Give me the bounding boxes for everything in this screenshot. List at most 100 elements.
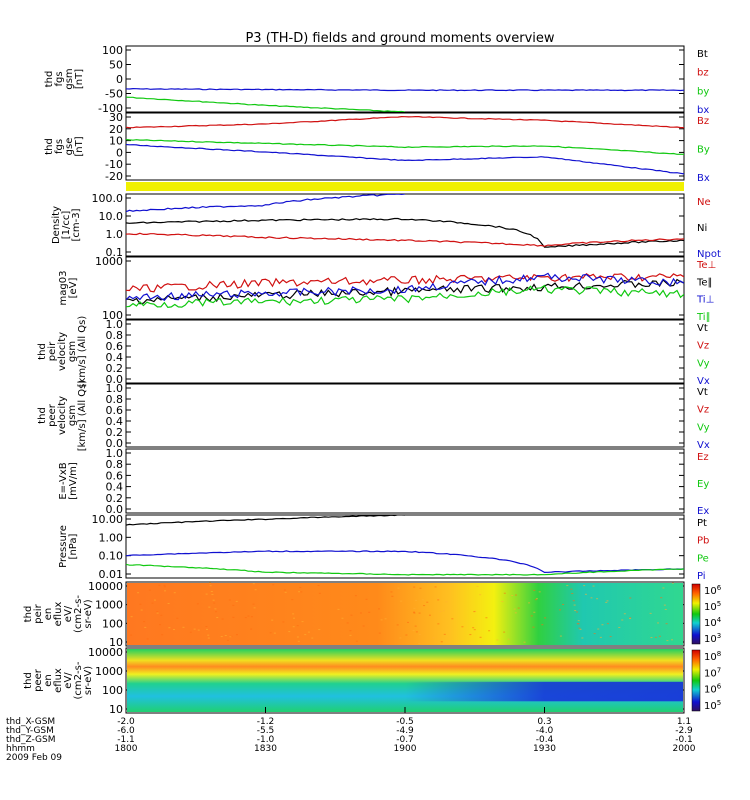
legend-red: Vz — [697, 405, 709, 416]
y-tick-label: 1.0 — [106, 382, 124, 395]
y-axis-label-line: thd — [44, 138, 55, 155]
legend-black: Te∥ — [696, 277, 713, 288]
spectrogram-noise — [533, 589, 536, 591]
panel-peer-velocity: 1.00.80.60.40.20.0 thdpeervelocitygsm[km/… — [37, 380, 710, 452]
y-tick-label: 10 — [109, 703, 123, 716]
spectrogram-noise — [212, 599, 215, 601]
y-tick-label: 1000 — [95, 255, 123, 268]
colorbar-label: 108 — [704, 650, 721, 663]
colorbar-label: 106 — [704, 683, 722, 696]
spectrogram-noise — [609, 636, 612, 638]
spectrogram-noise — [244, 617, 247, 619]
spectrogram-noise — [496, 639, 499, 641]
y-axis-label-line: gse — [64, 138, 75, 156]
spectrogram-noise — [137, 592, 140, 594]
x-row-label: 2009 Feb 09 — [6, 753, 62, 763]
y-axis-label-line: sr-eV) — [83, 599, 94, 628]
spectrogram-noise — [235, 634, 238, 636]
y-axis-label-line: peer — [47, 403, 58, 427]
spectrogram-noise — [412, 630, 415, 632]
legend-blue: Vx — [697, 376, 710, 387]
colorbar-label: 104 — [704, 616, 722, 629]
colorbar-label: 105 — [704, 600, 721, 613]
x-tick-label: -2.9 — [675, 726, 693, 736]
y-axis-label: thdpeervelocitygsm[km/s] (All Qs) — [37, 380, 88, 452]
spectrogram-noise — [269, 632, 272, 634]
y-axis-label-line: peir — [33, 603, 44, 623]
spectrogram-ion — [127, 583, 683, 645]
legend-green: Ey — [697, 479, 709, 490]
spectrogram-noise — [209, 585, 212, 587]
y-tick-label: 0.2 — [106, 426, 124, 439]
spectrogram-noise — [513, 608, 516, 610]
y-axis-label-line: (cm2-s- — [73, 661, 84, 699]
spectrogram-noise — [412, 611, 415, 613]
y-axis-label-line: thd — [23, 672, 34, 689]
spectrogram-noise — [479, 636, 482, 638]
spectrogram-noise — [419, 587, 422, 589]
spectrogram-noise — [176, 617, 179, 619]
spectrogram-noise — [654, 636, 657, 638]
y-axis-label-line: (cm2-s- — [73, 595, 84, 633]
panel-frame — [125, 581, 685, 647]
y-axis-label-line: thd — [44, 71, 55, 88]
legend-green: Vy — [697, 358, 710, 369]
spectrogram-noise — [421, 599, 424, 601]
spectrogram-noise — [559, 635, 562, 637]
spectrogram-noise — [193, 628, 196, 630]
spectrogram-noise — [298, 591, 301, 593]
y-axis-label-line: en — [43, 608, 54, 621]
spectrogram-noise — [434, 586, 437, 588]
spectrogram-noise — [577, 620, 580, 622]
y-tick-label: 100 — [102, 684, 123, 697]
y-tick-label: 10.00 — [92, 513, 124, 526]
series-group — [126, 272, 684, 309]
y-tick-label: 30 — [109, 111, 123, 124]
spectrogram-noise — [515, 594, 518, 596]
spectrogram-noise — [206, 628, 209, 630]
colorbar-exponent: 5 — [717, 699, 721, 707]
spectrogram-noise — [396, 624, 399, 626]
spectrogram-noise — [530, 615, 533, 617]
x-row-label: thd_Y-GSM — [6, 726, 54, 736]
legend-blue: Ti⊥ — [696, 295, 714, 306]
spectrogram-noise — [538, 591, 541, 593]
y-tick-label: 100.0 — [92, 192, 124, 205]
series-Ti∥ — [126, 284, 684, 309]
spectrogram-noise — [189, 631, 192, 633]
spectrogram-noise — [650, 637, 653, 639]
colorbar — [691, 649, 701, 712]
spectrogram-noise — [156, 611, 159, 613]
spectrogram-noise — [399, 637, 402, 639]
spectrogram-noise — [232, 616, 235, 618]
spectrogram-noise — [207, 634, 210, 636]
x-row-label: hhmm — [6, 744, 35, 754]
spectrogram-noise — [182, 626, 185, 628]
y-tick-label: 10.0 — [99, 210, 124, 223]
y-axis-label-line: [eV] — [68, 278, 79, 299]
y-axis-label: E=-VxB[mV/m] — [58, 462, 79, 500]
spectrogram-noise — [384, 618, 387, 620]
series-Pt — [126, 515, 405, 526]
y-axis-label-line: Pressure — [58, 525, 69, 568]
y-axis-label: Density[1/cc][cm-3] — [51, 206, 82, 244]
spectrogram-noise — [593, 633, 596, 635]
series-Ti⊥ — [126, 272, 684, 301]
spectrogram-noise — [577, 623, 580, 625]
spectrogram-noise — [440, 641, 443, 643]
spectrogram-noise — [350, 614, 353, 616]
spectrogram-noise — [532, 626, 535, 628]
spectrogram-noise — [346, 622, 349, 624]
y-tick-label: 0.2 — [106, 362, 124, 375]
spectrogram-noise — [254, 589, 257, 591]
legend-blue: Pi — [697, 571, 706, 582]
spectrogram-noise — [232, 604, 235, 606]
y-tick-label: 0 — [116, 73, 123, 86]
y-axis-label: thdfgsgsm[nT] — [44, 68, 85, 89]
spectrogram-noise — [228, 599, 231, 601]
spectrogram-noise — [161, 634, 164, 636]
y-tick-label: 0.0 — [106, 503, 124, 516]
spectrogram-noise — [378, 608, 381, 610]
